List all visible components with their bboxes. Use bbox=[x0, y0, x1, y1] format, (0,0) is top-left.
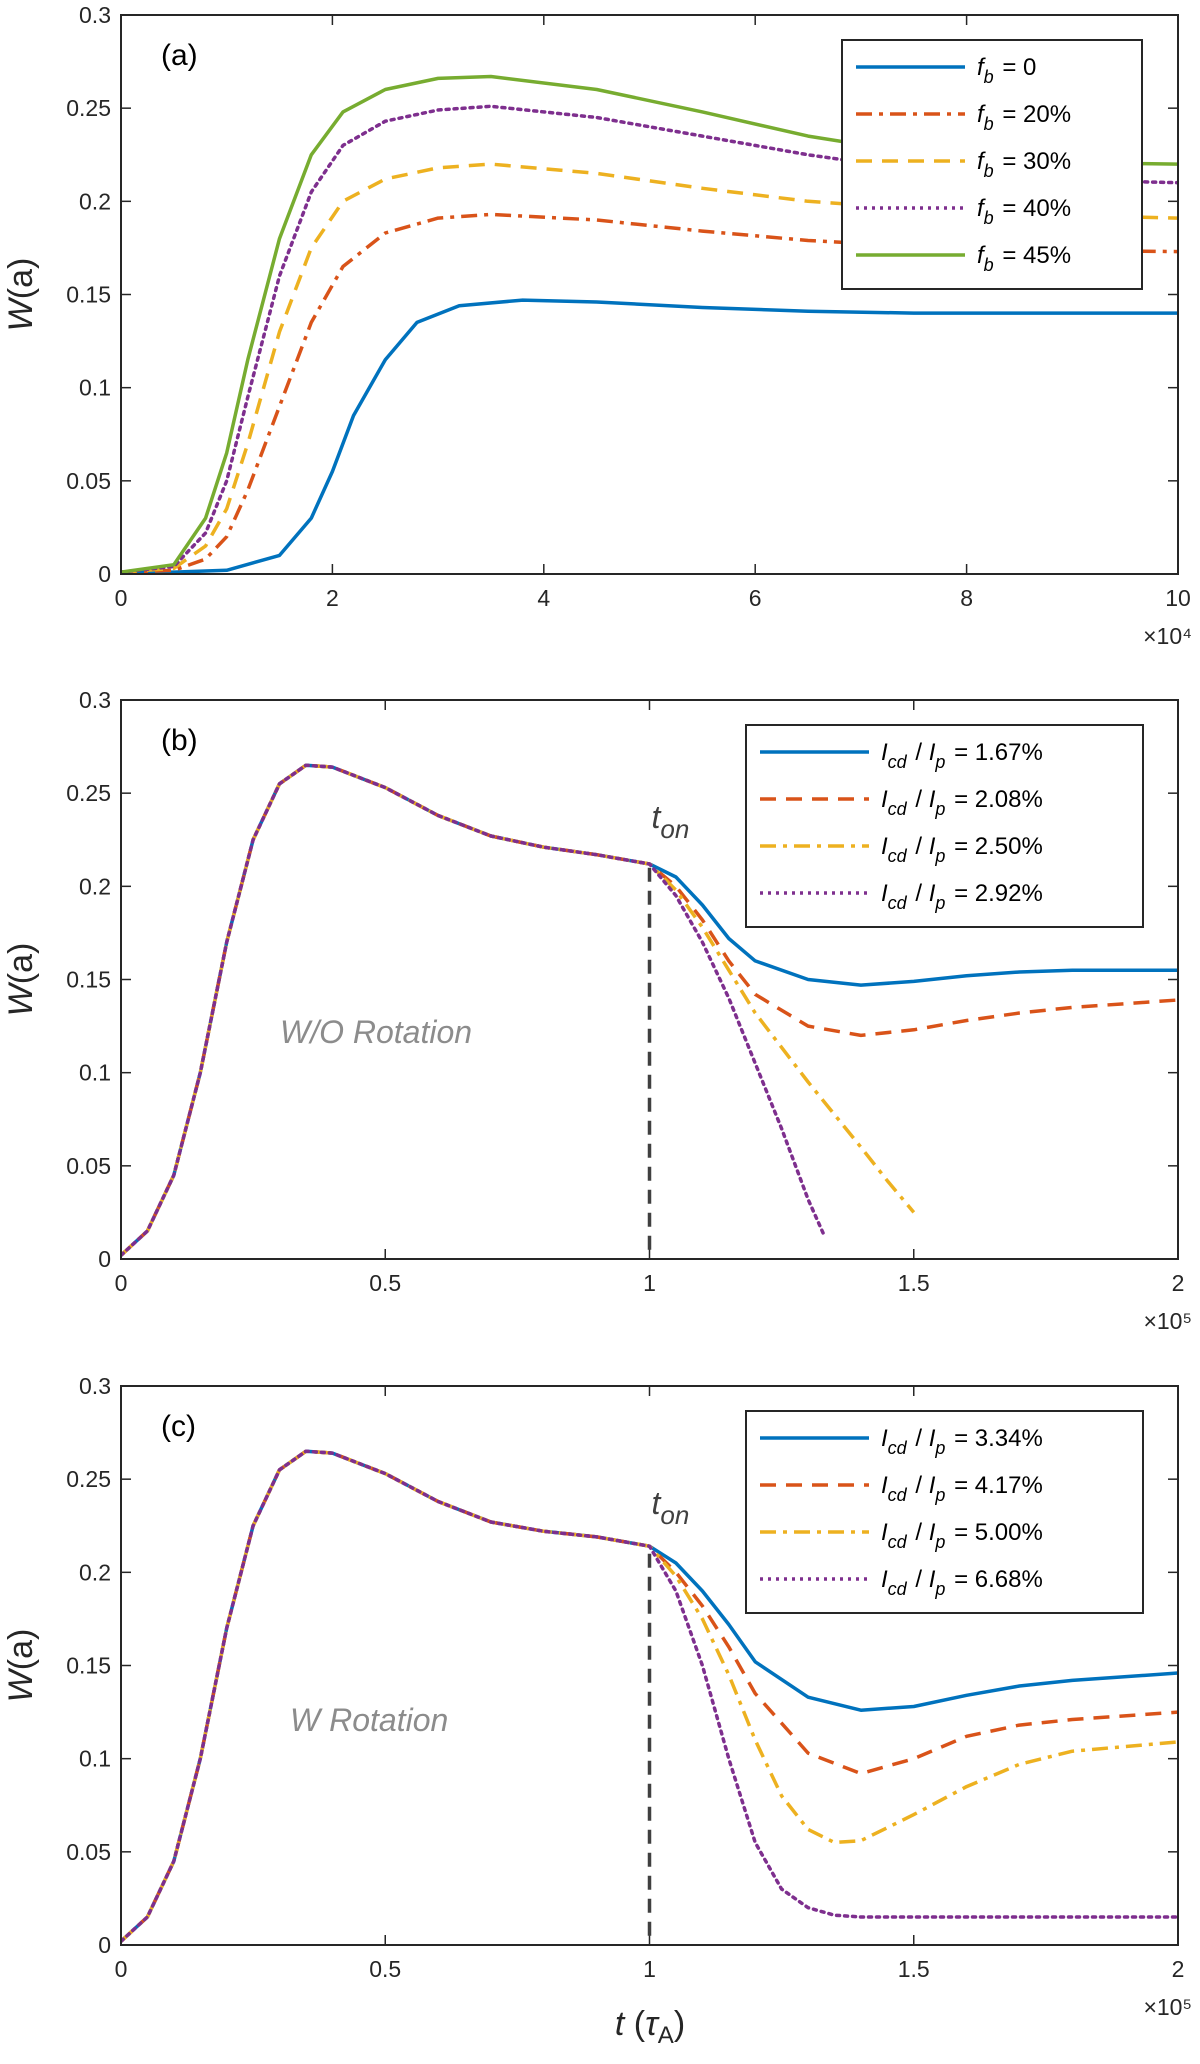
t-on-label: ton bbox=[652, 799, 690, 844]
panel-label: (b) bbox=[161, 724, 198, 757]
y-tick-label: 0.2 bbox=[79, 873, 111, 899]
legend-box bbox=[745, 724, 1144, 928]
legend: Icd / Ip = 3.34% Icd / Ip = 4.17% Icd / Ip… bbox=[745, 1410, 1144, 1614]
series-line-3 bbox=[121, 1449, 1178, 1944]
x-tick-label: 4 bbox=[537, 585, 550, 611]
y-axis-label: W(a) bbox=[2, 258, 40, 332]
panel-a: 0 0.05 0.1 0.15 0.2 0.25 0.3 0 2 4 6 8 10 ×10⁴ W(a) (a)… bbox=[2, 2, 1192, 649]
legend-entry-1: fb = 20% bbox=[977, 101, 1071, 134]
x-tick-label: 1.5 bbox=[898, 1270, 930, 1296]
x-exponent-label: ×10⁴ bbox=[1143, 623, 1192, 649]
legend-entry-2: Icd / Ip = 2.50% bbox=[881, 833, 1043, 866]
x-tick-label: 6 bbox=[749, 585, 762, 611]
x-tick-label: 8 bbox=[960, 585, 973, 611]
series-group bbox=[121, 763, 1178, 1258]
y-tick-label: 0.15 bbox=[66, 967, 111, 993]
y-tick-label: 0.1 bbox=[79, 375, 111, 401]
y-tick-label: 0.3 bbox=[79, 2, 111, 28]
plot-frame bbox=[120, 1385, 1179, 1946]
y-axis-label: W(a) bbox=[2, 1629, 40, 1703]
legend-box bbox=[745, 1410, 1144, 1614]
plot-frame bbox=[120, 699, 1179, 1260]
legend-entry-3: fb = 40% bbox=[977, 195, 1071, 228]
x-tick-label: 0 bbox=[115, 1270, 128, 1296]
y-tick-label: 0 bbox=[98, 1246, 111, 1272]
x-tick-label: 2 bbox=[326, 585, 339, 611]
legend-entry-3: Icd / Ip = 2.92% bbox=[881, 880, 1043, 913]
legend-entry-2: Icd / Ip = 5.00% bbox=[881, 1519, 1043, 1552]
x-exponent-label: ×10⁵ bbox=[1143, 1994, 1192, 2020]
legend-entry-1: Icd / Ip = 4.17% bbox=[881, 1472, 1043, 1505]
series-group bbox=[121, 1449, 1178, 1944]
y-tick-label: 0.25 bbox=[66, 780, 111, 806]
legend-entry-3: Icd / Ip = 6.68% bbox=[881, 1566, 1043, 1599]
panel-label: (a) bbox=[161, 39, 198, 72]
x-tick-label: 10 bbox=[1165, 585, 1191, 611]
legend-entry-4: fb = 45% bbox=[977, 242, 1071, 275]
x-exponent-label: ×10⁵ bbox=[1143, 1308, 1192, 1334]
y-tick-label: 0.05 bbox=[66, 1153, 111, 1179]
t-on-label: ton bbox=[652, 1485, 690, 1530]
legend: fb = 0 fb = 20% fb = 30% fb = 40% fb = 45% bbox=[841, 39, 1143, 290]
y-tick-label: 0.15 bbox=[66, 1653, 111, 1679]
legend-box bbox=[841, 39, 1143, 290]
y-tick-label: 0 bbox=[98, 1932, 111, 1958]
y-tick-label: 0.2 bbox=[79, 1559, 111, 1585]
x-tick-label: 1 bbox=[643, 1956, 656, 1982]
x-tick-label: 1 bbox=[643, 1270, 656, 1296]
rotation-annotation: W/O Rotation bbox=[280, 1014, 472, 1050]
y-tick-label: 0.05 bbox=[66, 1839, 111, 1865]
y-tick-label: 0.3 bbox=[79, 1373, 111, 1399]
y-tick-label: 0.1 bbox=[79, 1746, 111, 1772]
x-axis-label: t (τA) bbox=[615, 2005, 685, 2049]
x-tick-label: 0 bbox=[115, 1956, 128, 1982]
x-tick-label: 2 bbox=[1172, 1956, 1185, 1982]
x-tick-label: 0 bbox=[115, 585, 128, 611]
x-tick-label: 1.5 bbox=[898, 1956, 930, 1982]
rotation-annotation: W Rotation bbox=[290, 1702, 448, 1738]
series-line-3 bbox=[121, 763, 826, 1258]
x-tick-label: 0.5 bbox=[369, 1956, 401, 1982]
x-tick-label: 2 bbox=[1172, 1270, 1185, 1296]
legend: Icd / Ip = 1.67% Icd / Ip = 2.08% Icd / Ip… bbox=[745, 724, 1144, 928]
legend-entry-0: fb = 0 bbox=[977, 54, 1036, 87]
legend-entry-0: Icd / Ip = 1.67% bbox=[881, 739, 1043, 772]
y-tick-label: 0.25 bbox=[66, 95, 111, 121]
y-tick-label: 0.15 bbox=[66, 282, 111, 308]
y-axis-label: W(a) bbox=[2, 943, 40, 1017]
series-line-2 bbox=[121, 1449, 1178, 1943]
y-tick-label: 0.05 bbox=[66, 468, 111, 494]
plot-frame bbox=[120, 14, 1179, 575]
x-tick-label: 0.5 bbox=[369, 1270, 401, 1296]
y-tick-label: 0.2 bbox=[79, 188, 111, 214]
panel-b: 0 0.05 0.1 0.15 0.2 0.25 0.3 0 0.5 1 1.5 2 ×10⁵ W(a) (… bbox=[2, 687, 1192, 1334]
y-tick-label: 0 bbox=[98, 561, 111, 587]
y-tick-label: 0.3 bbox=[79, 687, 111, 713]
legend-entry-0: Icd / Ip = 3.34% bbox=[881, 1425, 1043, 1458]
series-line-0 bbox=[121, 298, 1178, 574]
y-tick-label: 0.25 bbox=[66, 1466, 111, 1492]
panel-label: (c) bbox=[161, 1410, 196, 1443]
y-tick-label: 0.1 bbox=[79, 1060, 111, 1086]
panel-c: 0 0.05 0.1 0.15 0.2 0.25 0.3 0 0.5 1 1.5 2 ×10⁵ W(a) (… bbox=[2, 1373, 1192, 2020]
legend-entry-1: Icd / Ip = 2.08% bbox=[881, 786, 1043, 819]
legend-entry-2: fb = 30% bbox=[977, 148, 1071, 181]
